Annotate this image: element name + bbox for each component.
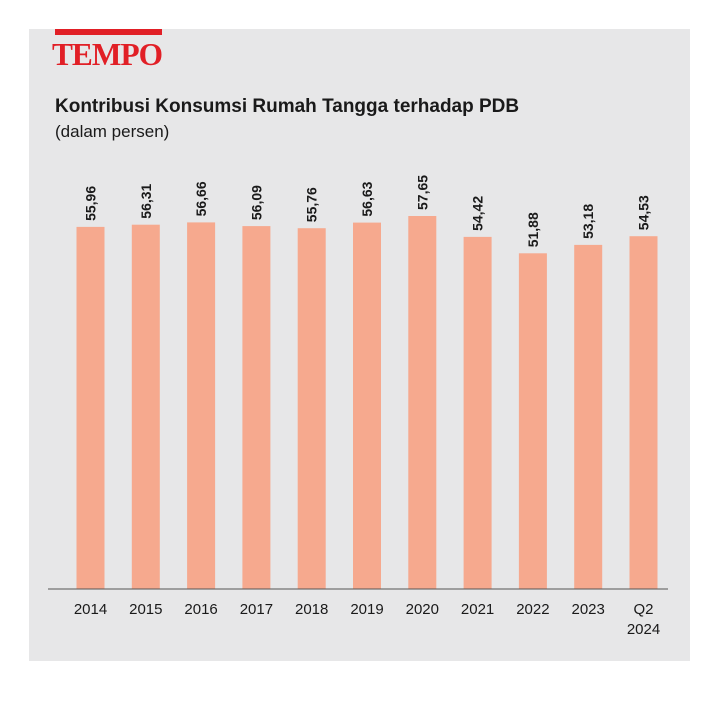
x-tick-label: 2016	[184, 601, 217, 618]
bar-2017	[242, 226, 271, 589]
chart-subtitle: (dalam persen)	[55, 122, 170, 141]
value-label: 51,88	[525, 212, 541, 247]
x-tick-label: 2019	[350, 601, 383, 618]
x-tick-label: 2017	[240, 601, 273, 618]
value-label: 56,66	[193, 181, 209, 216]
chart-title: Kontribusi Konsumsi Rumah Tangga terhada…	[55, 96, 520, 117]
x-tick-label: 2020	[406, 601, 439, 618]
x-tick-label: 2015	[129, 601, 162, 618]
value-label: 53,18	[580, 204, 596, 239]
bar-2019	[353, 222, 381, 589]
x-tick-label: 2021	[461, 601, 494, 618]
x-tick-label: Q2	[633, 601, 653, 618]
bar-2018	[297, 228, 326, 589]
x-tick-label: 2018	[295, 601, 328, 618]
x-tick-label: 2014	[74, 601, 107, 618]
bar-2023	[574, 244, 603, 589]
bar-2014	[76, 226, 105, 589]
value-label: 56,31	[138, 183, 154, 218]
value-label: 54,42	[470, 196, 486, 231]
value-label: 55,96	[83, 186, 99, 221]
x-tick-label: 2024	[627, 621, 660, 638]
value-label: 54,53	[636, 195, 652, 230]
bar-2016	[187, 222, 216, 589]
value-label: 57,65	[414, 175, 430, 210]
tempo-logo: TEMPO	[52, 36, 163, 72]
bar-2020	[408, 216, 437, 589]
x-tick-label: 2023	[572, 601, 605, 618]
value-label: 55,76	[304, 187, 320, 222]
logo-bar	[55, 29, 162, 35]
bar-2021	[463, 236, 492, 589]
value-label: 56,09	[248, 185, 264, 220]
x-tick-label: 2022	[516, 601, 549, 618]
bar-2022	[518, 253, 547, 590]
bar-2015	[131, 224, 160, 589]
value-label: 56,63	[359, 181, 375, 216]
bar-q2-2024	[629, 236, 658, 589]
